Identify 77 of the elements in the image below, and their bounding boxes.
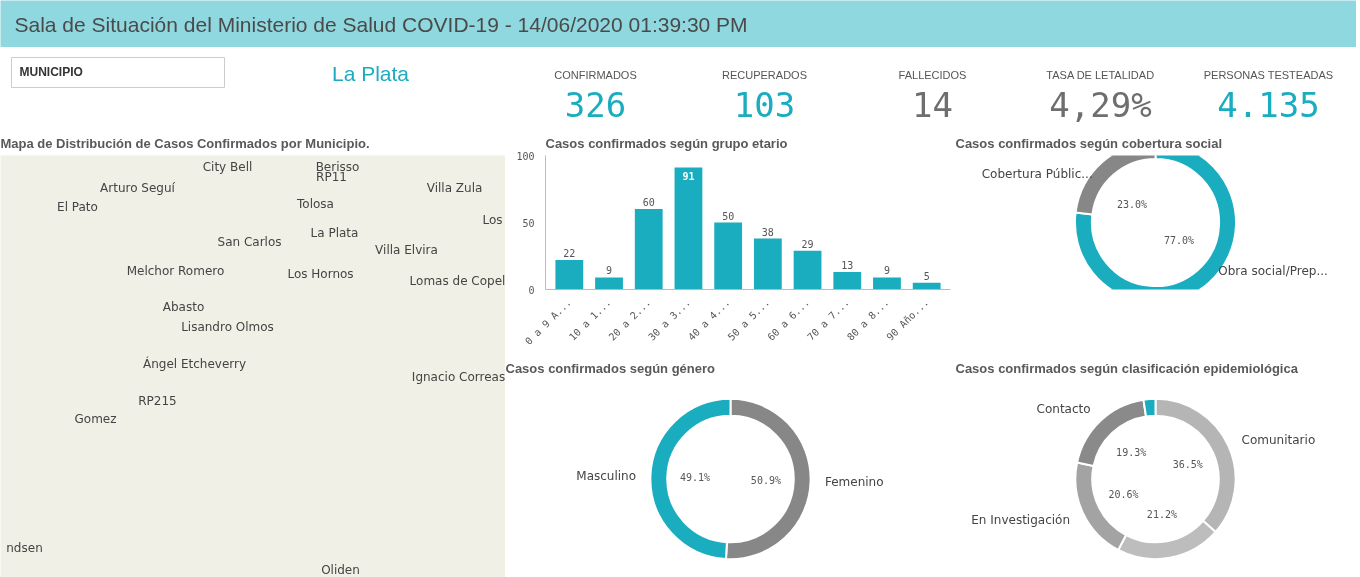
text: 103 xyxy=(733,85,796,125)
text: La Plata xyxy=(310,226,359,241)
slice-label: Comunitario xyxy=(1241,432,1316,447)
data-label: 60 xyxy=(642,197,655,209)
text: Ángel Etcheverry xyxy=(142,356,247,372)
text: Melchor Romero xyxy=(126,264,225,279)
text: PERSONAS TESTEADAS xyxy=(1203,68,1334,81)
text: San Carlos xyxy=(217,234,282,249)
data-label: 38 xyxy=(761,226,774,238)
text: TASA DE LETALIDAD xyxy=(1046,68,1155,81)
data-label: 5 xyxy=(923,270,930,282)
text: Arturo Seguí xyxy=(100,180,176,195)
slice-label: Femenino xyxy=(824,474,884,489)
data-label: 49.1% xyxy=(680,472,711,484)
chart-title: Casos confirmados según grupo etario xyxy=(545,135,788,151)
data-label: 21.2% xyxy=(1146,508,1177,520)
text: Oliden xyxy=(321,563,360,577)
text: Ignacio Correas xyxy=(411,370,506,385)
data-label: 19.3% xyxy=(1116,447,1147,459)
bar xyxy=(555,260,584,290)
data-label: 9 xyxy=(883,265,890,277)
data-label: 13 xyxy=(841,260,854,272)
text: ndsen xyxy=(6,540,43,555)
data-label: 23.0% xyxy=(1116,198,1148,210)
chart-title: Casos confirmados según género xyxy=(505,360,716,376)
text: FALLECIDOS xyxy=(898,68,967,81)
text: City Bell xyxy=(202,159,253,174)
text: Abasto xyxy=(162,299,205,314)
bar xyxy=(793,250,822,290)
data-label: 29 xyxy=(801,238,814,250)
chart-title: Casos confirmados según clasificación epidemiológica xyxy=(955,360,1299,376)
bar xyxy=(595,277,623,290)
bar xyxy=(634,209,663,290)
slice-label: Contacto xyxy=(1036,402,1091,417)
text: CONFIRMADOS xyxy=(554,68,637,81)
slice-label: En Investigación xyxy=(971,512,1071,527)
text: 4.135 xyxy=(1217,85,1320,125)
data-label: 77.0% xyxy=(1164,235,1195,247)
bar xyxy=(833,272,862,290)
text: 14 xyxy=(912,85,953,125)
slice-label: Obra social/Prep... xyxy=(1218,264,1328,279)
text: Lomas de Copel xyxy=(409,273,506,288)
text: MUNICIPIO xyxy=(19,64,83,79)
y-tick-label: 100 xyxy=(516,150,535,162)
data-label: 20.6% xyxy=(1108,488,1139,500)
text: Los Hornos xyxy=(287,267,354,282)
text: RP215 xyxy=(138,394,177,409)
text: Mapa de Distribución de Casos Confirmados por Municipio. xyxy=(0,135,370,151)
text: RP11 xyxy=(316,169,347,184)
text: Tolosa xyxy=(296,196,334,211)
data-label: 9 xyxy=(606,265,613,277)
text: Gomez xyxy=(74,411,117,426)
data-label: 36.5% xyxy=(1172,458,1203,470)
bar xyxy=(873,277,901,290)
bar xyxy=(912,282,941,290)
bar xyxy=(753,238,782,290)
text: La Plata xyxy=(331,62,410,85)
y-tick-label: 0 xyxy=(528,284,535,296)
data-label: 50 xyxy=(722,210,735,222)
text: Villa Zula xyxy=(426,180,483,195)
text: Sala de Situación del Ministerio de Salud COVID-19 - 14/06/2020 01:39:30 PM xyxy=(14,12,748,36)
text: El Pato xyxy=(57,200,98,215)
slice-label: Cobertura Públic... xyxy=(981,166,1093,181)
text: Villa Elvira xyxy=(375,243,438,258)
text: Los xyxy=(482,213,503,228)
y-tick-label: 50 xyxy=(522,217,535,229)
data-label: 22 xyxy=(563,248,576,260)
text: Lisandro Olmos xyxy=(181,320,274,335)
bar xyxy=(714,222,743,290)
text: 4,29% xyxy=(1049,84,1152,125)
bar xyxy=(674,167,703,290)
data-label: 91 xyxy=(682,170,695,182)
chart-title: Casos confirmados según cobertura social xyxy=(955,135,1223,151)
text: RECUPERADOS xyxy=(722,68,807,81)
data-label: 50.9% xyxy=(750,474,781,486)
text: 326 xyxy=(564,85,627,125)
slice-label: Masculino xyxy=(576,469,637,484)
